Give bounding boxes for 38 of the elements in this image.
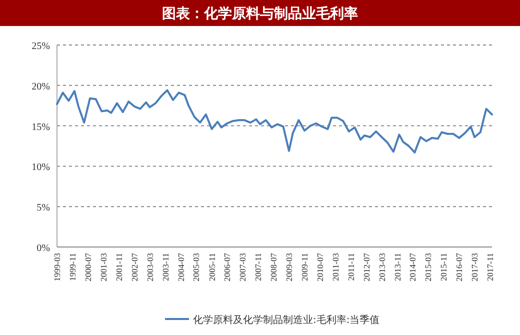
y-tick-label: 10% bbox=[32, 162, 50, 174]
y-tick-label: 0% bbox=[36, 243, 50, 254]
x-tick-label: 2016-07 bbox=[454, 253, 464, 282]
x-tick-label: 2001-11 bbox=[114, 253, 124, 282]
y-tick-label: 20% bbox=[32, 81, 50, 92]
x-tick-label: 2009-03 bbox=[284, 253, 294, 282]
x-tick-label: 2013-03 bbox=[376, 253, 387, 282]
x-tick-label: 2009-11 bbox=[300, 253, 310, 282]
y-tick-label: 5% bbox=[36, 202, 50, 214]
chart-title: 图表：化学原料与制品业毛利率 bbox=[162, 5, 358, 22]
x-tick-label: 2003-11 bbox=[160, 253, 170, 282]
y-tick-label: 25% bbox=[32, 41, 50, 52]
x-tick-label: 2014-07 bbox=[408, 253, 418, 282]
y-tick-label: 15% bbox=[32, 122, 50, 133]
x-tick-label: 2012-07 bbox=[361, 253, 372, 282]
line-series bbox=[56, 89, 493, 154]
x-tick-label: 2017-11 bbox=[485, 253, 496, 282]
x-tick-label: 2011-03 bbox=[330, 253, 340, 282]
x-tick-label: 2004-07 bbox=[176, 253, 186, 282]
x-tick-label: 2015-03 bbox=[423, 253, 434, 282]
x-tick-label: 2005-11 bbox=[206, 253, 217, 282]
x-tick-label: 1999-11 bbox=[68, 253, 78, 282]
x-tick-label: 2008-07 bbox=[268, 253, 279, 282]
x-tick-label: 2007-11 bbox=[253, 253, 264, 282]
x-tick-label: 2007-03 bbox=[238, 253, 248, 282]
x-tick-label: 2001-03 bbox=[98, 253, 108, 282]
x-tick-label: 2005-03 bbox=[191, 253, 202, 282]
x-tick-label: 2017-03 bbox=[470, 253, 480, 282]
x-tick-label: 2003-03 bbox=[144, 253, 155, 282]
x-tick-label: 2015-11 bbox=[438, 253, 449, 282]
x-tick-label: 2013-11 bbox=[392, 253, 402, 282]
x-tick-label: 2011-11 bbox=[346, 253, 356, 281]
x-tick-label: 2010-07 bbox=[314, 253, 325, 282]
legend-label: 化学原料及化学制品制造业:毛利率:当季值 bbox=[193, 314, 380, 326]
x-tick-label: 2006-07 bbox=[222, 253, 232, 282]
x-tick-label: 2000-07 bbox=[82, 253, 93, 282]
x-tick-label: 2002-07 bbox=[129, 253, 140, 282]
x-tick-label: 1999-03 bbox=[52, 253, 62, 282]
